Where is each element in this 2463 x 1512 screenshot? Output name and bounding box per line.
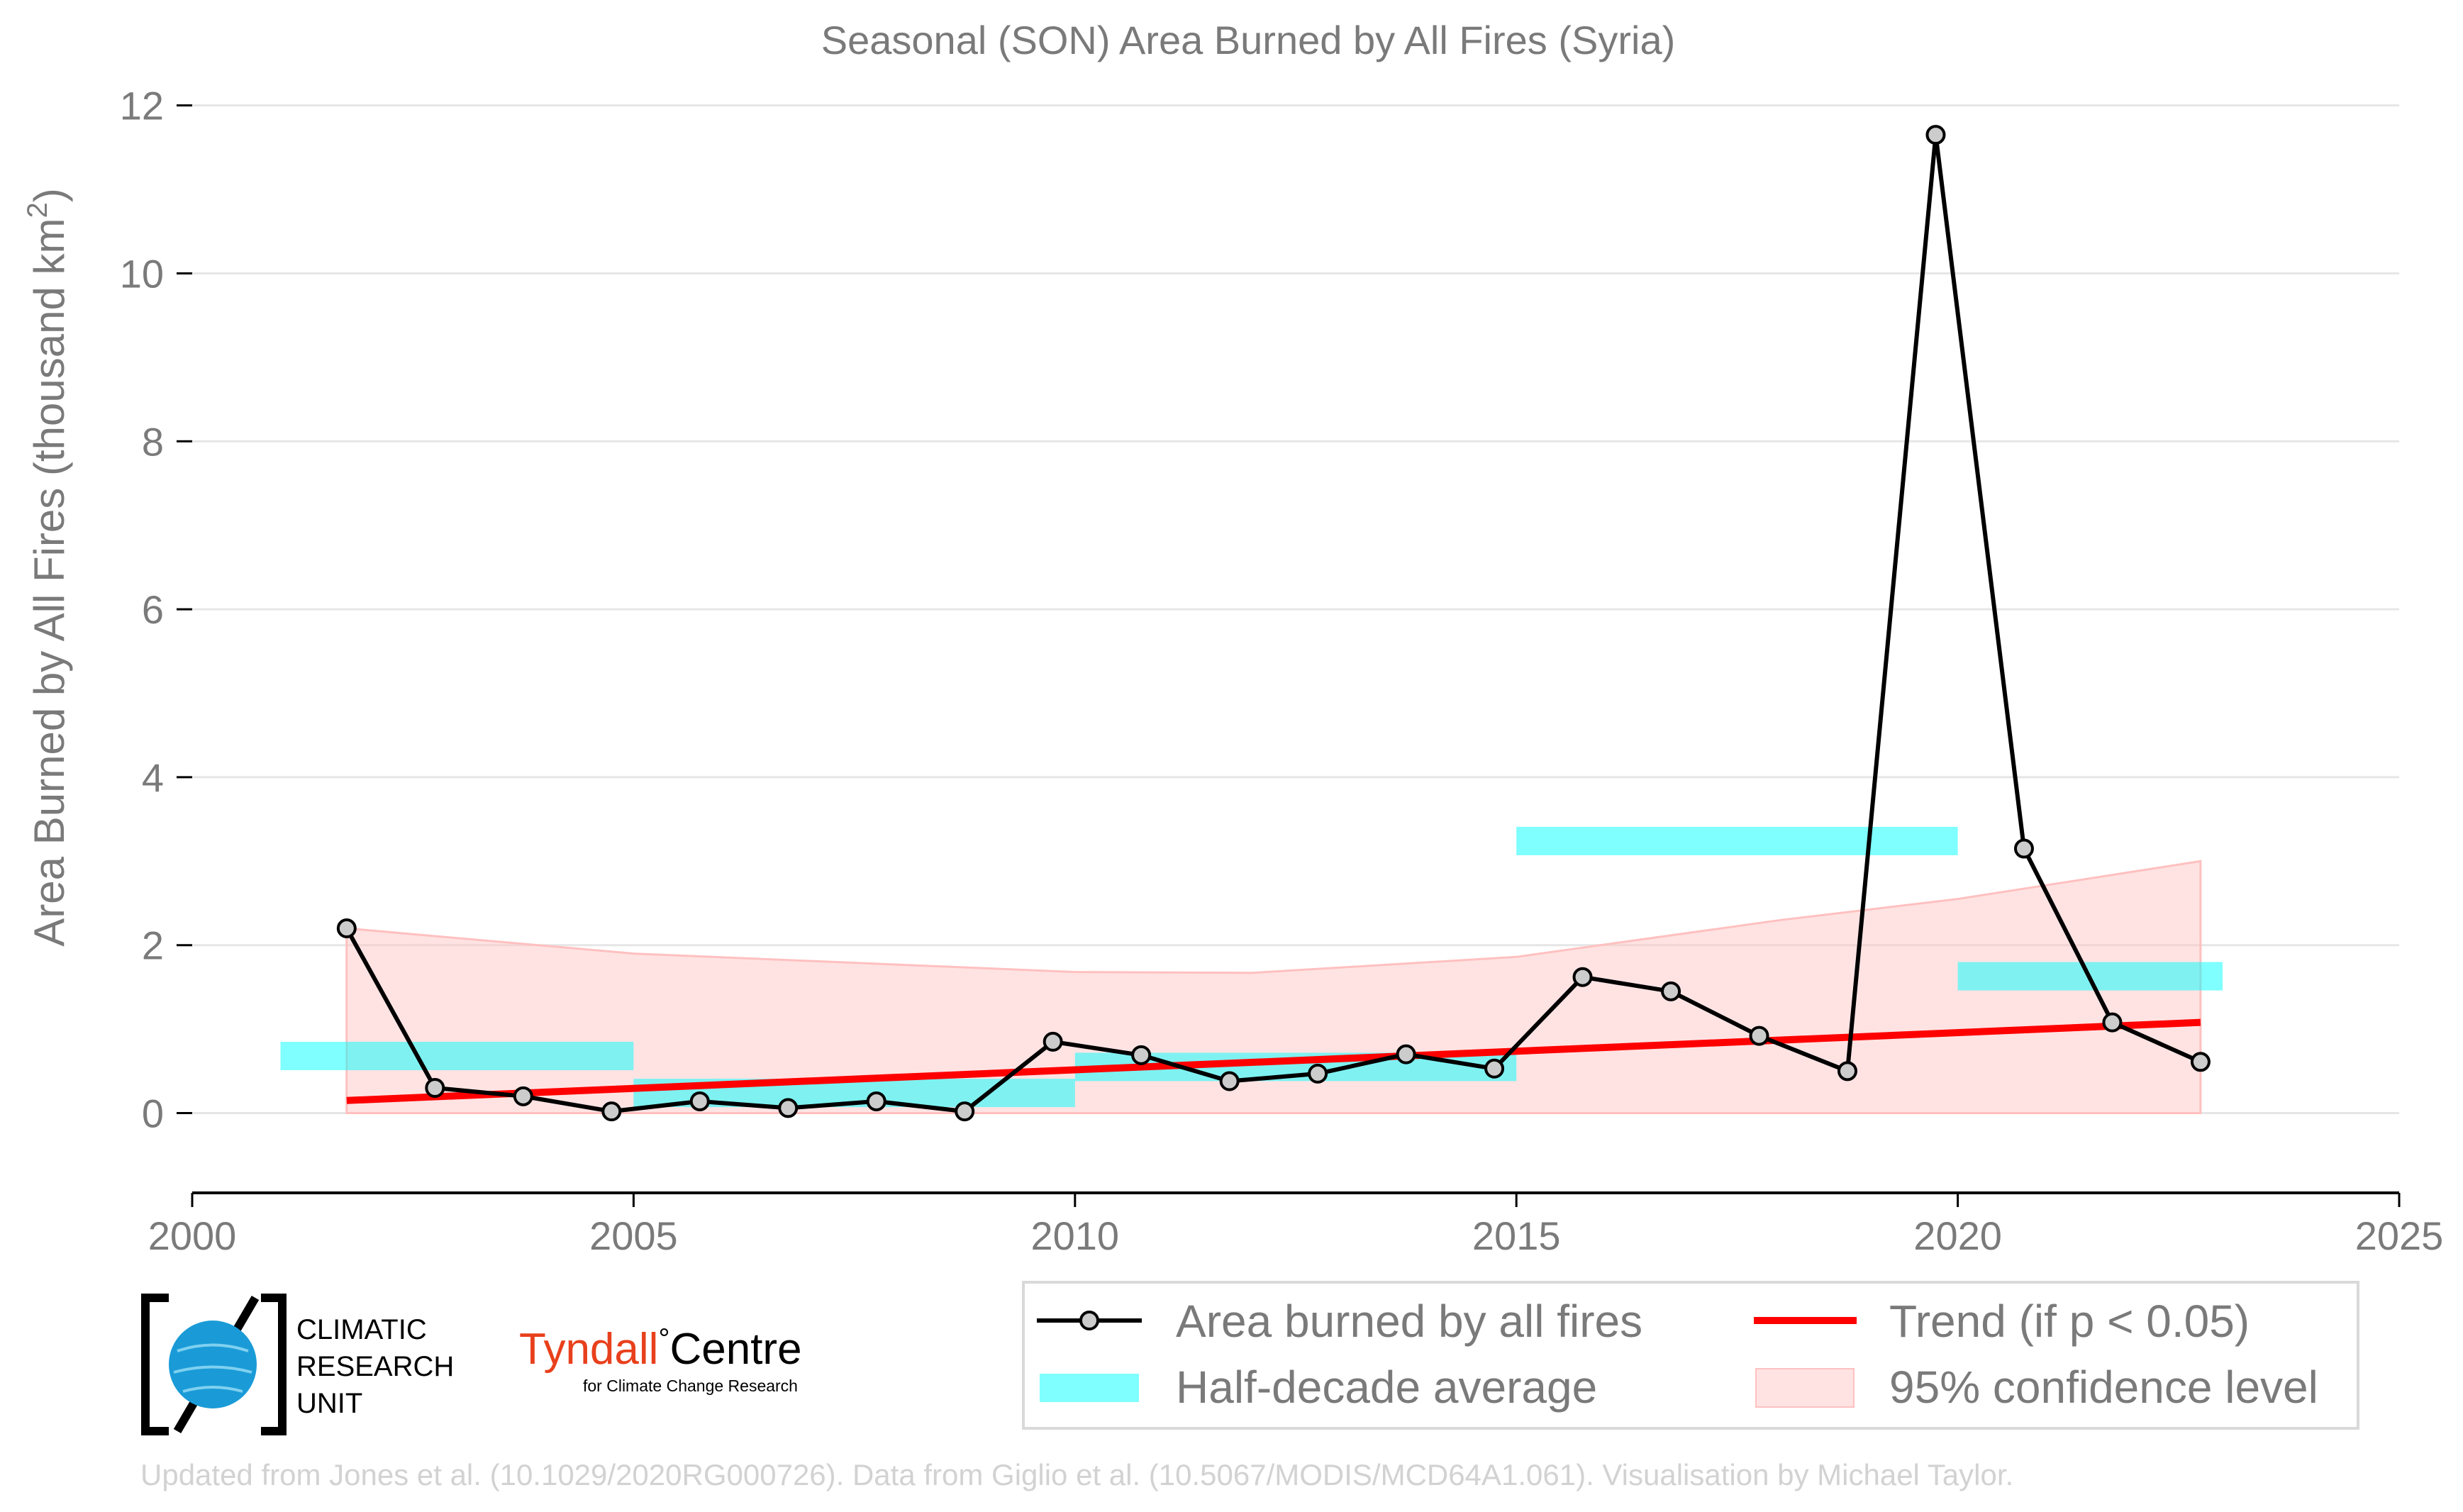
area-burned-point xyxy=(1925,125,1946,145)
legend-swatch-half-decade xyxy=(1040,1374,1139,1402)
trend-layer xyxy=(346,1018,2201,1104)
legend-label-area-burned: Area burned by all fires xyxy=(1176,1296,1642,1347)
area-burned-line xyxy=(345,133,2202,1114)
tyndall-name: Tyndall xyxy=(519,1325,658,1374)
x-tick-label-2010: 2010 xyxy=(1031,1213,1120,1258)
area-burned-point xyxy=(1219,1071,1240,1091)
area-burned-point xyxy=(955,1101,975,1122)
y-tick-label-6: 6 xyxy=(142,587,164,632)
tyndall-subtitle: for Climate Change Research xyxy=(583,1377,798,1395)
x-tick-label-2015: 2015 xyxy=(1472,1213,1561,1258)
area-burned-point xyxy=(1749,1025,1769,1046)
x-tick-label-2025: 2025 xyxy=(2355,1213,2444,1258)
legend-swatch-confidence xyxy=(1755,1368,1855,1408)
area-burned-point xyxy=(1043,1031,1063,1052)
cru-bracket-right xyxy=(261,1294,287,1435)
area-burned-point xyxy=(601,1101,622,1122)
area-burned-point xyxy=(689,1091,710,1111)
x-tick-label-2005: 2005 xyxy=(589,1213,678,1258)
area-burned-point xyxy=(513,1086,533,1106)
area-burned-point xyxy=(2013,838,2034,859)
y-tick-label-12: 12 xyxy=(120,84,164,128)
area-burned-point xyxy=(2190,1052,2211,1072)
legend-label-confidence: 95% confidence level xyxy=(1889,1362,2318,1413)
y-tick-label-2: 2 xyxy=(142,923,164,968)
confidence-band-layer xyxy=(345,860,2202,1114)
y-axis-label-close: ) xyxy=(26,188,73,202)
cru-text-line-2: RESEARCH xyxy=(296,1351,454,1382)
y-axis-ticks: 0 2 4 6 8 10 12 xyxy=(120,84,192,1136)
area-burned-point xyxy=(1308,1063,1328,1084)
area-burned-point xyxy=(425,1077,445,1098)
credit-line: Updated from Jones et al. (10.1029/2020R… xyxy=(140,1458,2013,1491)
area-burned-point xyxy=(2102,1012,2123,1033)
area-burned-point xyxy=(1661,981,1681,1001)
tyndall-degree: ° xyxy=(658,1323,669,1355)
cru-bracket-left xyxy=(141,1294,169,1435)
area-burned-series-layer xyxy=(336,125,2211,1122)
cru-text-line-1: CLIMATIC xyxy=(296,1314,427,1345)
y-tick-label-0: 0 xyxy=(142,1091,164,1136)
x-axis: 2000 2005 2010 2015 2020 2025 xyxy=(148,1191,2444,1258)
trend-line xyxy=(346,1018,2201,1104)
area-burned-point xyxy=(778,1098,799,1118)
cru-logo: CLIMATIC RESEARCH UNIT xyxy=(141,1294,454,1435)
area-burned-point xyxy=(1484,1058,1505,1079)
area-burned-point xyxy=(1572,967,1593,987)
y-tick-label-8: 8 xyxy=(142,419,164,464)
legend-label-trend: Trend (if p < 0.05) xyxy=(1889,1296,2250,1347)
area-burned-point xyxy=(1396,1044,1416,1064)
area-burned-point xyxy=(1837,1061,1857,1082)
x-tick-label-2000: 2000 xyxy=(148,1213,237,1258)
half-decade-average-bar-3 xyxy=(1516,826,1958,855)
area-burned-point xyxy=(866,1091,886,1111)
cru-globe-icon xyxy=(169,1321,257,1408)
y-tick-label-10: 10 xyxy=(120,251,164,296)
tyndall-wordmark: Tyndall°Centre xyxy=(519,1323,802,1374)
confidence-band xyxy=(345,860,2202,1114)
cru-text-line-3: UNIT xyxy=(296,1388,362,1419)
tyndall-centre: Centre xyxy=(669,1325,801,1374)
half-decade-average-bar-0 xyxy=(280,1042,634,1071)
cru-globe-lines xyxy=(173,1343,252,1393)
x-tick-label-2020: 2020 xyxy=(1913,1213,2002,1258)
legend: Area burned by all fires Trend (if p < 0… xyxy=(1022,1281,2359,1430)
y-tick-label-4: 4 xyxy=(142,755,164,800)
area-burned-point xyxy=(336,918,357,939)
grid-lines xyxy=(192,104,2399,1115)
tyndall-logo: Tyndall°Centre for Climate Change Resear… xyxy=(519,1323,802,1395)
legend-label-half-decade: Half-decade average xyxy=(1176,1362,1597,1413)
area-burned-point xyxy=(1131,1045,1152,1065)
chart-title: Seasonal (SON) Area Burned by All Fires … xyxy=(821,18,1675,62)
y-axis-label: Area Burned by All Fires (thousand km2) xyxy=(22,188,73,946)
legend-swatch-area-burned-marker xyxy=(1079,1311,1099,1330)
legend-frame xyxy=(1022,1281,2359,1430)
y-axis-label-sup: 2 xyxy=(22,202,53,218)
y-axis-label-main: Area Burned by All Fires (thousand km xyxy=(26,218,73,947)
